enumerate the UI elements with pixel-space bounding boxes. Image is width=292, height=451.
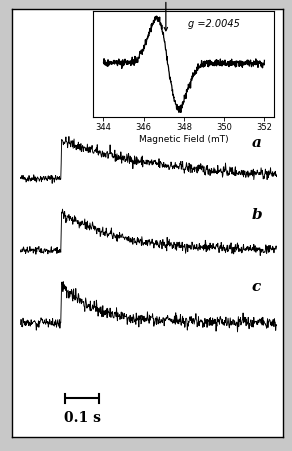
Text: c: c [252, 280, 261, 295]
Text: a: a [252, 136, 262, 150]
X-axis label: Magnetic Field (mT): Magnetic Field (mT) [139, 134, 229, 143]
Text: b: b [252, 208, 262, 222]
Text: 0.1 s: 0.1 s [64, 411, 101, 425]
Text: g =2.0045: g =2.0045 [187, 18, 239, 29]
